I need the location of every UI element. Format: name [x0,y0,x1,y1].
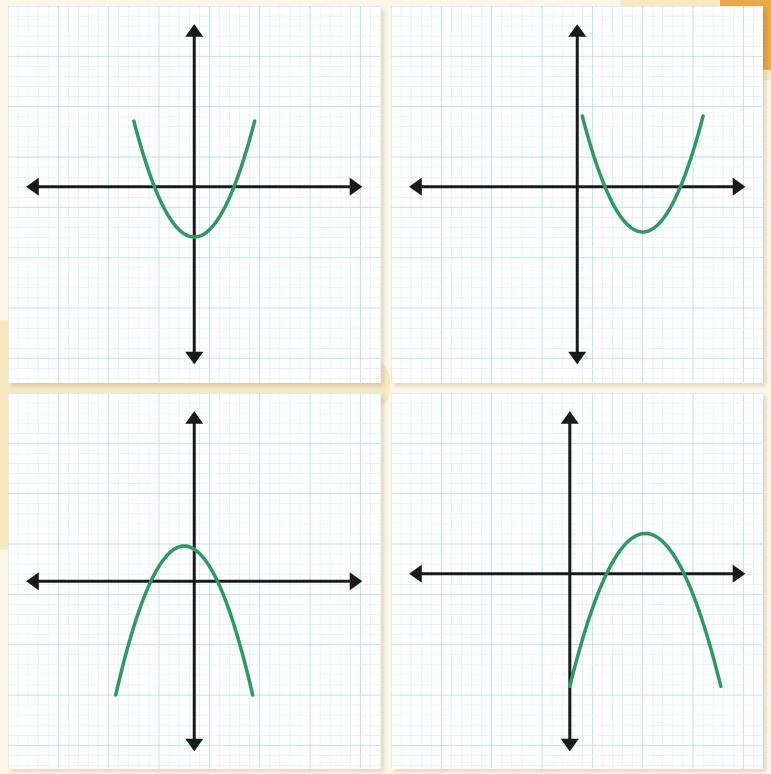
chart-panel-bottom-right [391,393,764,770]
axes [409,411,745,751]
chart-panel-top-left [8,6,381,383]
axes [26,24,362,364]
chart-svg [8,6,381,383]
axes [409,24,745,364]
chart-panel-top-right [391,6,764,383]
grid [391,393,764,770]
chart-grid [0,0,771,774]
chart-svg [8,393,381,770]
axes [26,411,362,751]
parabola-curve [116,546,253,695]
chart-svg [391,393,764,770]
chart-svg [391,6,764,383]
chart-panel-bottom-left [8,393,381,770]
